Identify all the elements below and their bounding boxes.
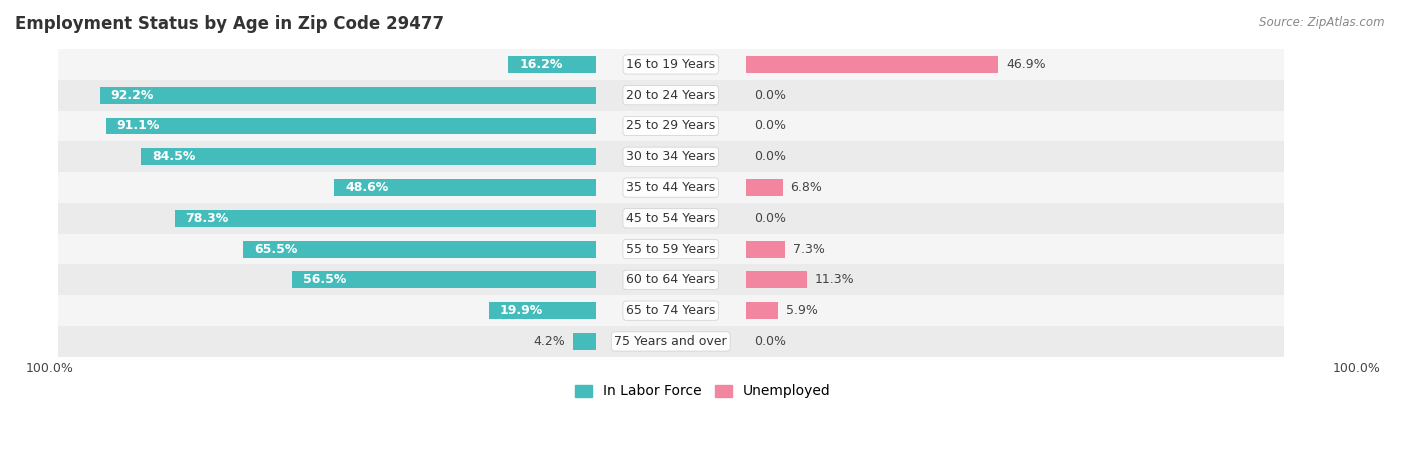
- Text: 65 to 74 Years: 65 to 74 Years: [626, 304, 716, 317]
- Text: 0.0%: 0.0%: [754, 120, 786, 132]
- Legend: In Labor Force, Unemployed: In Labor Force, Unemployed: [569, 379, 837, 404]
- Text: 11.3%: 11.3%: [815, 273, 855, 286]
- Text: 0.0%: 0.0%: [754, 335, 786, 348]
- Text: 56.5%: 56.5%: [302, 273, 346, 286]
- Text: 65.5%: 65.5%: [254, 243, 298, 256]
- Bar: [488, 302, 596, 319]
- Bar: [58, 111, 1284, 141]
- Bar: [243, 241, 596, 257]
- Bar: [58, 203, 1284, 234]
- Text: 75 Years and over: 75 Years and over: [614, 335, 727, 348]
- Text: 5.9%: 5.9%: [786, 304, 818, 317]
- Text: 60 to 64 Years: 60 to 64 Years: [626, 273, 716, 286]
- Text: 100.0%: 100.0%: [1333, 362, 1381, 375]
- Text: 46.9%: 46.9%: [1007, 58, 1046, 71]
- Bar: [58, 172, 1284, 203]
- Text: 7.3%: 7.3%: [793, 243, 825, 256]
- Bar: [572, 333, 596, 350]
- Text: 0.0%: 0.0%: [754, 212, 786, 225]
- Bar: [747, 179, 783, 196]
- Bar: [292, 271, 596, 288]
- Text: 78.3%: 78.3%: [186, 212, 229, 225]
- Text: 4.2%: 4.2%: [533, 335, 565, 348]
- Bar: [335, 179, 596, 196]
- Text: 45 to 54 Years: 45 to 54 Years: [626, 212, 716, 225]
- Bar: [747, 271, 807, 288]
- Text: 6.8%: 6.8%: [790, 181, 823, 194]
- Text: 100.0%: 100.0%: [25, 362, 73, 375]
- Text: 0.0%: 0.0%: [754, 150, 786, 163]
- Bar: [142, 148, 596, 165]
- Text: 20 to 24 Years: 20 to 24 Years: [626, 89, 716, 102]
- Text: 35 to 44 Years: 35 to 44 Years: [626, 181, 716, 194]
- Text: 25 to 29 Years: 25 to 29 Years: [626, 120, 716, 132]
- Bar: [58, 49, 1284, 80]
- Bar: [747, 302, 778, 319]
- Text: 19.9%: 19.9%: [499, 304, 543, 317]
- Bar: [105, 117, 596, 135]
- Text: 16.2%: 16.2%: [519, 58, 562, 71]
- Text: 16 to 19 Years: 16 to 19 Years: [626, 58, 716, 71]
- Bar: [58, 234, 1284, 265]
- Text: 30 to 34 Years: 30 to 34 Years: [626, 150, 716, 163]
- Bar: [58, 265, 1284, 295]
- Bar: [747, 241, 785, 257]
- Bar: [747, 56, 998, 73]
- Text: 92.2%: 92.2%: [111, 89, 155, 102]
- Bar: [58, 141, 1284, 172]
- Text: 91.1%: 91.1%: [117, 120, 160, 132]
- Bar: [58, 80, 1284, 111]
- Text: 0.0%: 0.0%: [754, 89, 786, 102]
- Text: Source: ZipAtlas.com: Source: ZipAtlas.com: [1260, 16, 1385, 29]
- Bar: [58, 326, 1284, 357]
- Bar: [509, 56, 596, 73]
- Text: Employment Status by Age in Zip Code 29477: Employment Status by Age in Zip Code 294…: [15, 15, 444, 33]
- Bar: [100, 87, 596, 104]
- Bar: [58, 295, 1284, 326]
- Text: 55 to 59 Years: 55 to 59 Years: [626, 243, 716, 256]
- Text: 48.6%: 48.6%: [344, 181, 388, 194]
- Bar: [174, 210, 596, 227]
- Text: 84.5%: 84.5%: [152, 150, 195, 163]
